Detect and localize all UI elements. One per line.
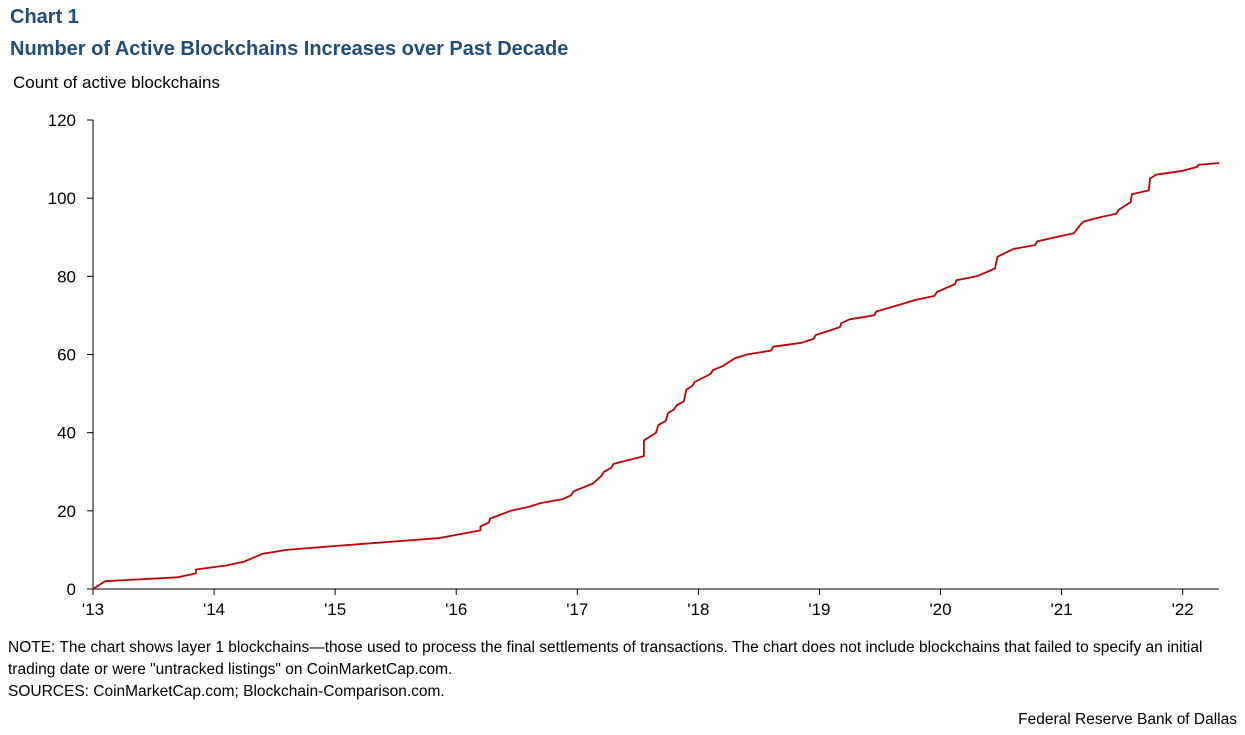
y-axis-unit-label: Count of active blockchains (13, 73, 220, 92)
x-tick-label: '14 (203, 600, 225, 619)
chart-sources: SOURCES: CoinMarketCap.com; Blockchain-C… (8, 683, 445, 700)
x-tick-label: '15 (324, 600, 346, 619)
series-line-active-blockchains (92, 162, 1220, 590)
x-tick-label: '22 (1172, 600, 1194, 619)
y-tick-label: 0 (67, 580, 76, 599)
x-tick-label: '18 (687, 600, 709, 619)
y-tick-label: 40 (57, 424, 76, 443)
y-tick-label: 80 (57, 267, 76, 286)
x-tick-label: '16 (445, 600, 467, 619)
y-tick-label: 120 (48, 111, 76, 130)
chart-title: Number of Active Blockchains Increases o… (10, 38, 569, 60)
chart-label: Chart 1 (10, 6, 79, 28)
y-tick-label: 100 (48, 189, 76, 208)
publisher-credit: Federal Reserve Bank of Dallas (1018, 711, 1237, 728)
x-tick-label: '20 (929, 600, 951, 619)
x-tick-label: '17 (566, 600, 588, 619)
x-tick-label: '21 (1051, 600, 1073, 619)
y-tick-label: 20 (57, 502, 76, 521)
chart-note: NOTE: The chart shows layer 1 blockchain… (8, 639, 1203, 678)
x-tick-label: '13 (82, 600, 104, 619)
x-tick-label: '19 (808, 600, 830, 619)
y-tick-label: 60 (57, 346, 76, 365)
